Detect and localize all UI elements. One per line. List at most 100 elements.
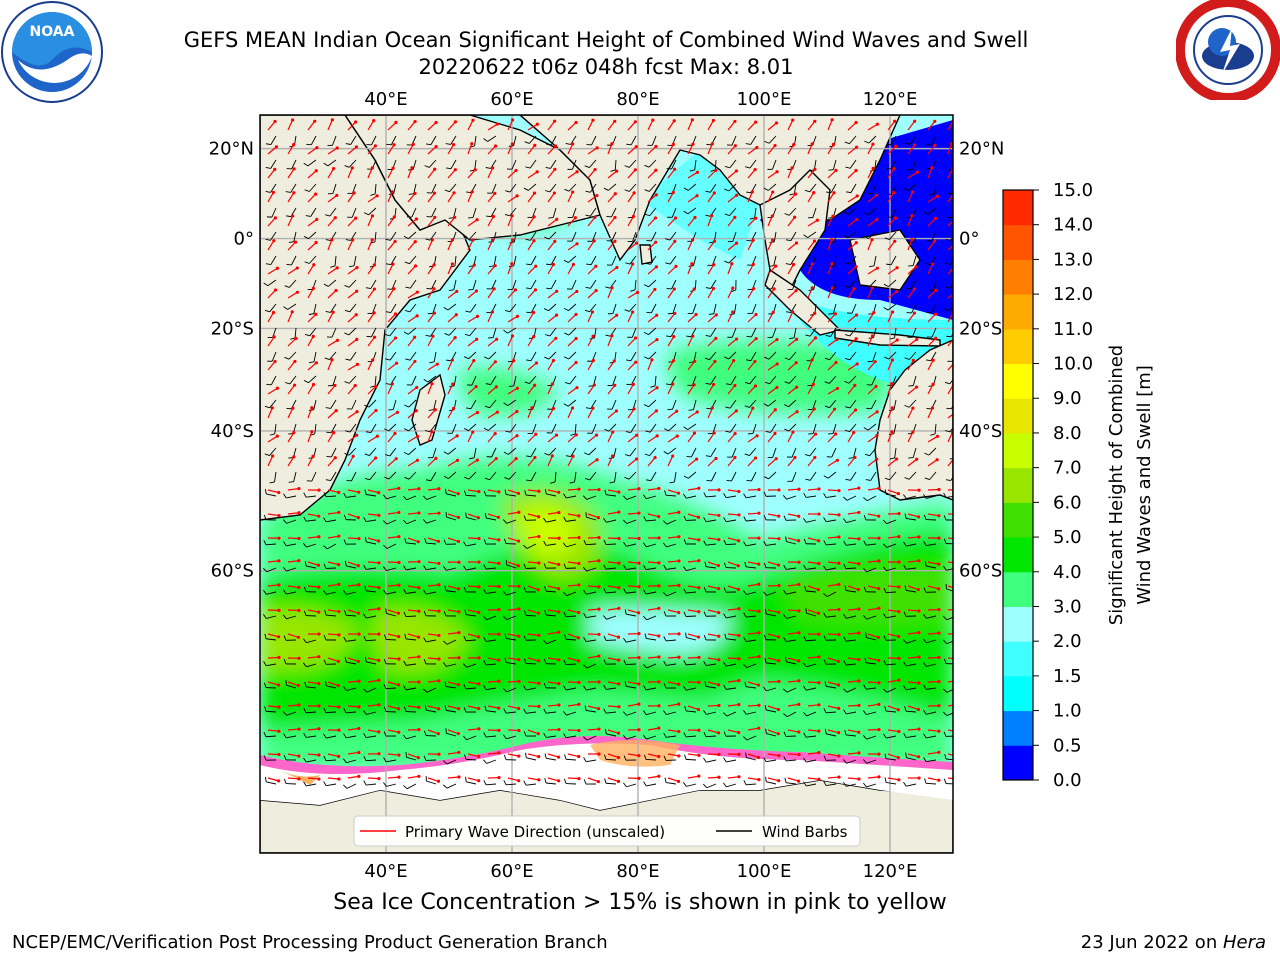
- wave-arrow-head: [377, 607, 381, 611]
- wind-barb: [386, 567, 397, 572]
- wave-arrow-head: [757, 487, 761, 492]
- wind-barb: [406, 638, 417, 641]
- wind-barb: [566, 519, 577, 522]
- wave-arrow-head: [577, 680, 581, 684]
- wave-direction-arrow: [327, 239, 333, 251]
- wind-barb-flag: [884, 489, 887, 495]
- wave-direction-arrow: [267, 146, 277, 155]
- wind-barb: [746, 615, 757, 618]
- wave-arrow-head: [291, 214, 295, 218]
- wave-arrow-head: [831, 142, 835, 146]
- wave-direction-arrow: [387, 121, 397, 131]
- wind-barb-flag: [764, 609, 767, 615]
- wave-direction-arrow: [927, 145, 936, 155]
- wave-arrow-head: [490, 310, 495, 314]
- wind-barb: [568, 351, 577, 360]
- wind-barb: [931, 135, 937, 146]
- wind-barb: [574, 423, 577, 435]
- wave-arrow-head: [371, 358, 375, 362]
- sea-ice-area: [260, 743, 953, 810]
- wind-barb: [611, 399, 617, 410]
- wind-barb: [506, 711, 517, 714]
- wave-direction-arrow: [767, 561, 779, 566]
- wind-barb-flag: [848, 457, 854, 459]
- wind-barb: [326, 519, 337, 523]
- wave-arrow-head: [817, 632, 821, 636]
- wind-barb-flag: [544, 190, 551, 193]
- wave-arrow-head: [377, 703, 381, 707]
- wind-barb: [807, 231, 817, 238]
- wave-direction-arrow: [567, 777, 580, 780]
- wind-barb-flag: [844, 357, 850, 361]
- wave-arrow-head: [337, 728, 341, 732]
- wind-barb-flag: [663, 660, 667, 666]
- wind-barb: [530, 231, 537, 241]
- wind-barb: [792, 279, 797, 290]
- wave-direction-arrow: [347, 727, 359, 731]
- wind-barb-flag: [323, 707, 327, 713]
- wave-direction-arrow: [587, 335, 594, 347]
- wave-arrow-head: [854, 168, 858, 173]
- wind-barb: [853, 447, 857, 458]
- wave-direction-arrow: [927, 585, 939, 590]
- wave-arrow-head: [436, 539, 441, 543]
- wave-arrow-head: [336, 659, 341, 664]
- wind-barb-flag: [464, 237, 470, 240]
- india-asia: [518, 115, 901, 262]
- wave-arrow-head: [937, 778, 941, 782]
- wave-arrow-head: [897, 585, 901, 589]
- wave-arrow-head: [553, 144, 558, 148]
- wave-direction-arrow: [367, 336, 376, 347]
- wave-arrow-head: [837, 561, 841, 565]
- wind-barb: [806, 567, 817, 570]
- wind-barb-flag: [383, 757, 387, 763]
- wind-barb: [446, 567, 457, 571]
- wave-direction-arrow: [327, 511, 339, 515]
- wind-barb: [586, 591, 597, 595]
- wind-barb-flag: [724, 165, 730, 169]
- wind-barb: [406, 495, 417, 501]
- wind-barb-flag: [864, 657, 867, 663]
- wind-barb: [493, 255, 497, 266]
- wave-arrow-head: [795, 337, 799, 341]
- wave-direction-arrow: [887, 535, 899, 539]
- wave-direction-arrow: [547, 511, 559, 515]
- wind-barb-flag: [643, 781, 647, 787]
- wave-arrow-head: [657, 680, 661, 684]
- wind-barb: [311, 471, 317, 482]
- wind-barb-flag: [923, 494, 927, 499]
- wave-arrow-head: [957, 731, 960, 734]
- wave-direction-arrow: [807, 585, 819, 591]
- wave-direction-arrow: [387, 241, 396, 251]
- wind-barb: [927, 207, 937, 215]
- wind-barb-flag: [443, 565, 447, 571]
- wave-arrow-head: [776, 635, 781, 639]
- wave-arrow-head: [897, 560, 901, 564]
- wave-arrow-head: [875, 433, 879, 438]
- wind-barb-flag: [404, 476, 410, 480]
- wave-arrow-head: [797, 659, 801, 663]
- wave-direction-arrow: [467, 681, 479, 685]
- wind-barb: [366, 519, 377, 523]
- wind-barb-flag: [323, 635, 327, 641]
- wave-direction-arrow: [507, 263, 513, 275]
- wind-barb: [327, 159, 337, 167]
- wind-barb: [746, 663, 757, 669]
- wind-barb: [766, 613, 777, 617]
- wind-barb: [526, 494, 537, 497]
- wave-arrow-head: [534, 264, 538, 268]
- wind-barb-flag: [844, 429, 850, 433]
- lon-tick-label-top: 80°E: [616, 89, 659, 110]
- wave-arrow-head: [797, 609, 801, 613]
- wave-arrow-head: [453, 120, 458, 124]
- wave-arrow-head: [330, 238, 334, 242]
- wind-barb: [271, 351, 277, 362]
- wave-direction-arrow: [467, 239, 474, 251]
- wave-arrow-head: [594, 264, 598, 268]
- wave-arrow-head: [277, 779, 281, 783]
- wave-direction-arrow: [327, 432, 335, 443]
- wave-arrow-head: [517, 634, 521, 638]
- wave-arrow-head: [857, 777, 861, 781]
- wind-barb: [472, 279, 477, 290]
- wave-direction-arrow: [687, 171, 698, 179]
